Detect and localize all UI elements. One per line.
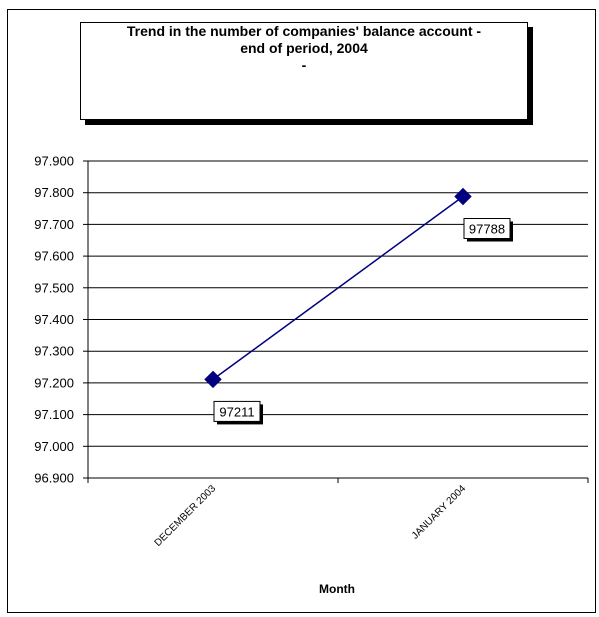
y-tick-label: 97.900 [34, 154, 74, 169]
series-line [204, 187, 472, 389]
x-tick-labels: DECEMBER 2003 JANUARY 2004 [153, 483, 469, 549]
data-point-marker [204, 370, 222, 389]
axes [83, 160, 589, 483]
y-tick-labels: 96.900 97.000 97.100 97.200 97.300 97.400 97.5… [34, 154, 74, 486]
data-label: 97788 [469, 222, 505, 237]
y-tick-label: 97.000 [34, 439, 74, 454]
data-labels: 97211 97788 [213, 218, 513, 425]
y-tick-label: 97.700 [34, 217, 74, 232]
y-tick-label: 96.900 [34, 471, 74, 486]
y-tick-label: 97.200 [34, 375, 74, 390]
y-tick-label: 97.300 [34, 344, 74, 359]
gridlines [88, 160, 588, 479]
x-axis-title: Month [319, 582, 355, 596]
data-point-marker [454, 187, 472, 206]
y-tick-label: 97.600 [34, 249, 74, 264]
chart-title-line-1: Trend in the number of companies' balanc… [126, 23, 482, 39]
data-label-box [213, 400, 261, 422]
data-label: 97211 [219, 404, 254, 419]
x-tick-label: DECEMBER 2003 [153, 483, 219, 549]
y-tick-label: 97.400 [34, 312, 74, 327]
x-tick-label: JANUARY 2004 [410, 483, 469, 542]
series-line [212, 195, 464, 381]
y-tick-label: 97.800 [34, 185, 74, 200]
y-tick-label: 97.100 [34, 407, 74, 422]
chart-title: Trend in the number of companies' balanc… [80, 22, 528, 120]
chart-title-line-3: - [301, 57, 307, 73]
chart-title-line-2: end of period, 2004 [240, 40, 368, 56]
y-tick-label: 97.500 [34, 280, 74, 295]
data-label-box [463, 218, 511, 240]
